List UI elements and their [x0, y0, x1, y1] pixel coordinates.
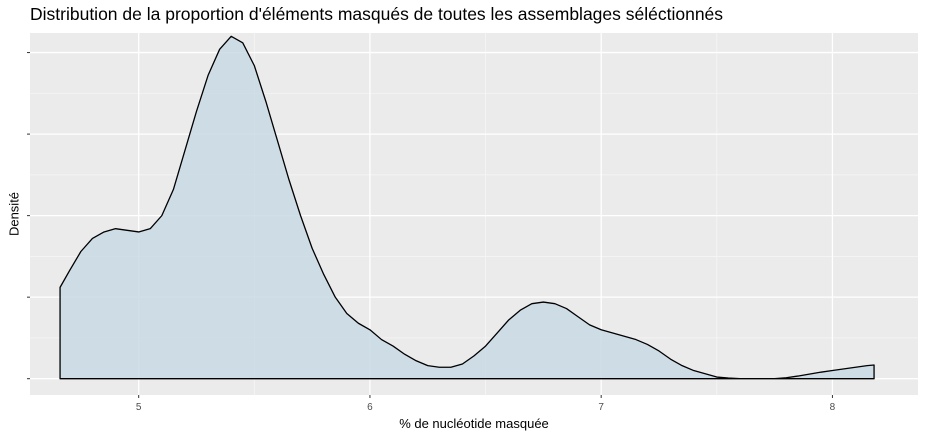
density-area	[59, 35, 875, 380]
y-axis	[27, 52, 30, 380]
x-tick-label: 7	[598, 402, 604, 413]
y-axis-label: Densité	[6, 191, 22, 237]
x-tick-label: 8	[830, 402, 836, 413]
chart-title: Distribution de la proportion d'éléments…	[30, 4, 724, 24]
density-series	[59, 35, 875, 380]
x-tick-label: 5	[136, 402, 142, 413]
x-axis: 5 6 7 8	[136, 395, 836, 413]
x-axis-label: % de nucléotide masquée	[399, 416, 549, 431]
x-tick-label: 6	[367, 402, 373, 413]
